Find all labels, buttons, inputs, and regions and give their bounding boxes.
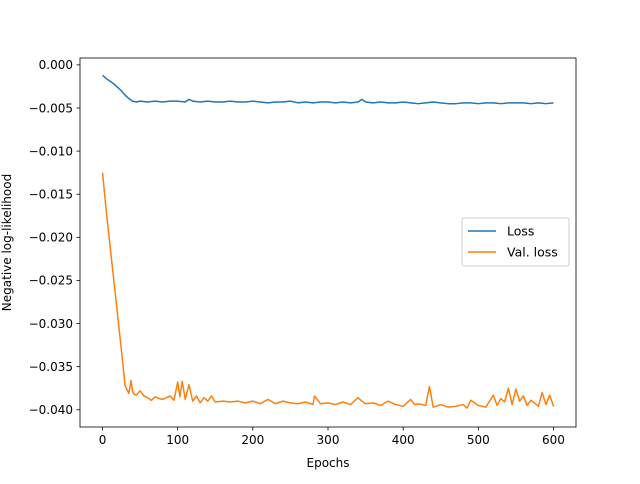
y-axis-label: Negative log-likelihood (0, 174, 14, 311)
legend-label-val-loss: Val. loss (507, 245, 558, 260)
x-tick-label: 100 (166, 433, 189, 447)
x-axis-label: Epochs (307, 456, 350, 470)
x-tick-label: 500 (467, 433, 490, 447)
x-tick-label: 200 (241, 433, 264, 447)
y-tick-label: −0.030 (29, 317, 73, 331)
x-ticks: 0 100 200 300 400 500 600 (99, 427, 565, 447)
y-tick-label: −0.040 (29, 403, 73, 417)
x-tick-label: 600 (542, 433, 565, 447)
y-tick-label: −0.015 (29, 188, 73, 202)
series-line-loss (102, 74, 554, 105)
x-tick-label: 400 (392, 433, 415, 447)
series-layer (101, 74, 555, 409)
y-tick-label: −0.010 (29, 144, 73, 158)
x-tick-label: 300 (317, 433, 340, 447)
legend-label-loss: Loss (507, 224, 534, 239)
y-tick-label: −0.025 (29, 274, 73, 288)
y-ticks: 0.000 −0.005 −0.010 −0.015 −0.020 −0.025 −0.03… (29, 58, 80, 417)
legend: Loss Val. loss (461, 217, 570, 267)
y-tick-label: −0.035 (29, 360, 73, 374)
y-tick-label: −0.020 (29, 231, 73, 245)
x-tick-label: 0 (99, 433, 107, 447)
y-tick-label: −0.005 (29, 101, 73, 115)
y-tick-label: 0.000 (39, 58, 73, 72)
legend-frame (461, 217, 570, 267)
series-line-val-loss (101, 172, 555, 409)
